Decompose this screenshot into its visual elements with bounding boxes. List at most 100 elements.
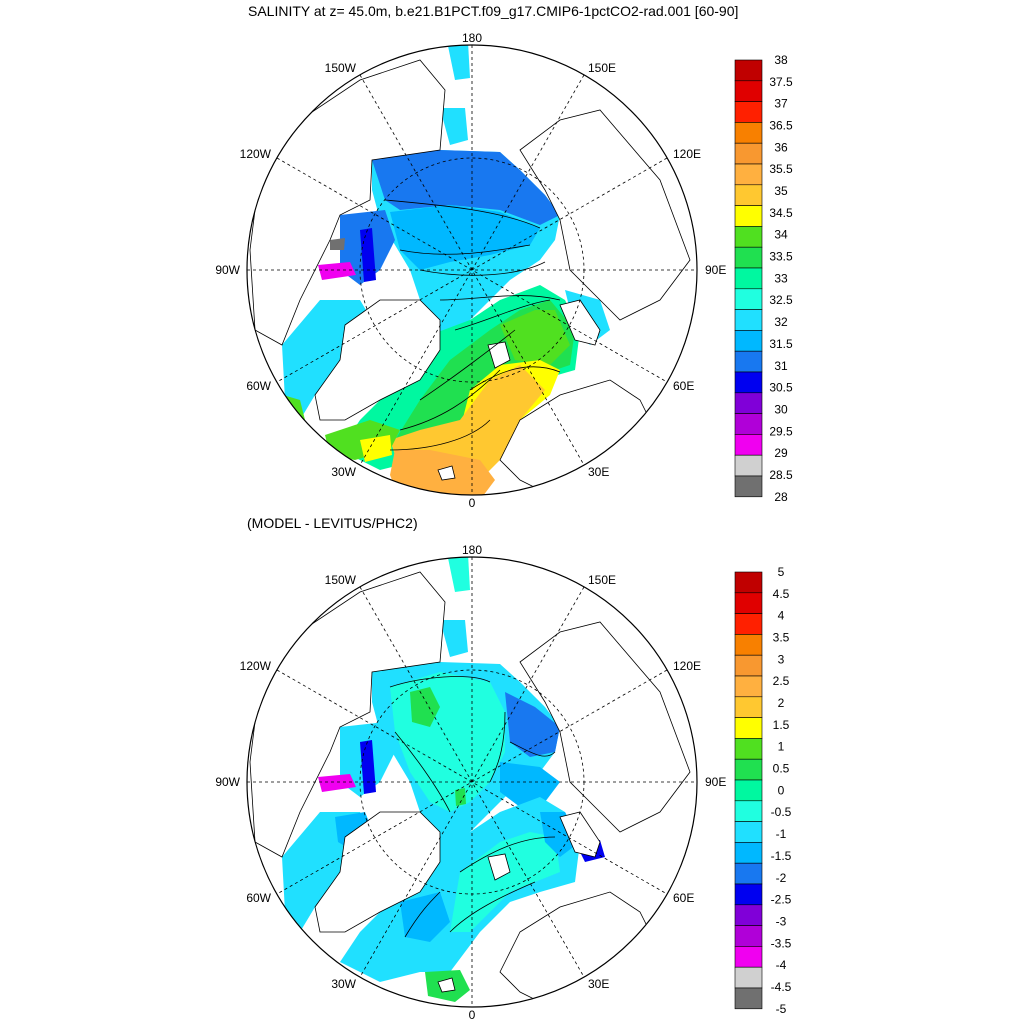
map-boundary [246, 44, 698, 496]
difference-colorbar-swatch [734, 842, 763, 864]
difference-colorbar-swatch [734, 946, 763, 968]
top-panel-title: SALINITY at z= 45.0m, b.e21.B1PCT.f09_g1… [248, 3, 739, 19]
diff-region-siberian-blue [500, 762, 560, 807]
difference-colorbar-swatch [734, 925, 763, 947]
graticule [247, 45, 697, 495]
salinity-colorbar-swatch [734, 226, 763, 248]
scandinavia-land-b [499, 891, 661, 1007]
map-boundary-b [246, 556, 698, 1008]
difference-colorbar-swatch [734, 654, 763, 677]
lon-label-30w-b: 30W [331, 977, 356, 991]
north-america-land-b [249, 571, 446, 858]
greenland-land [314, 299, 441, 421]
salinity-colorbar-swatch [734, 163, 763, 186]
diff-region-bering [448, 557, 470, 592]
difference-colorbar-tick-label: -4.5 [771, 980, 792, 994]
salinity-colorbar-tick-label: 34.5 [769, 206, 793, 220]
difference-colorbar: 5 4.5 4 3.5 3 2.5 2 1.5 1 0.5 0 -0.5 -1 -1.5 -2 -2.5 -3 -… [734, 565, 792, 1016]
difference-colorbar-swatch [734, 966, 763, 989]
difference-colorbar-tick-label: -0.5 [771, 805, 792, 819]
difference-colorbar-tick-label: -4 [776, 958, 787, 972]
diff-region-central-green [410, 687, 440, 727]
siberia-land [519, 109, 691, 321]
salinity-colorbar-tick-label: 32 [774, 315, 788, 329]
difference-colorbar-swatch [734, 779, 763, 802]
salinity-colorbar-swatch [734, 205, 763, 227]
difference-colorbar-swatch [734, 613, 763, 635]
difference-colorbar-swatch [734, 904, 763, 926]
salinity-colorbar-swatch [734, 184, 763, 206]
salinity-colorbar-tick-label: 36 [774, 140, 788, 154]
difference-colorbar-swatch [734, 634, 763, 656]
difference-colorbar-swatch [734, 738, 763, 760]
diff-region-small-green [455, 788, 466, 806]
salinity-colorbar-swatch [734, 392, 763, 414]
meridian-60w-120e-b [276, 669, 668, 895]
lon-label-120e: 120E [673, 147, 701, 161]
difference-colorbar-tick-label: 3 [778, 652, 785, 666]
lon-label-90w-b: 90W [215, 775, 240, 789]
salinity-colorbar-tick-label: 38 [774, 53, 788, 67]
salinity-colorbar-swatch [734, 122, 763, 144]
svalbard-land-b [487, 853, 511, 881]
salinity-colorbar-swatch [734, 309, 763, 331]
difference-colorbar-tick-label: -3 [776, 914, 787, 928]
diff-region-siberian-deep [505, 692, 560, 757]
lon-label-0-b: 0 [469, 1008, 476, 1022]
salinity-colorbar-swatch [734, 330, 763, 352]
lon-label-30e: 30E [588, 465, 609, 479]
difference-colorbar-tick-label: -1 [776, 827, 787, 841]
ocean-region-bering [448, 45, 470, 80]
svalbard-land [487, 341, 511, 369]
lon-label-120e-b: 120E [673, 659, 701, 673]
difference-colorbar-swatch [734, 675, 763, 698]
novaya-zemlya-land-b [559, 811, 601, 858]
ocean-region-gray [330, 238, 345, 250]
lon-label-0: 0 [469, 496, 476, 510]
difference-colorbar-tick-label: 1.5 [773, 718, 790, 732]
bottom-panel-title: (MODEL - LEVITUS/PHC2) [247, 515, 418, 531]
salinity-colorbar-tick-label: 35.5 [769, 162, 793, 176]
difference-colorbar-tick-label: 3.5 [773, 631, 790, 645]
ocean-region-barents [500, 310, 570, 365]
lon-label-30w: 30W [331, 465, 356, 479]
difference-colorbar-tick-label: 1 [778, 740, 785, 754]
lon-label-90w: 90W [215, 263, 240, 277]
difference-colorbar-swatch [734, 883, 763, 906]
lon-label-60e: 60E [673, 379, 694, 393]
diff-region-chukchi [440, 620, 468, 657]
iceland-land [437, 465, 456, 481]
difference-contours [389, 676, 556, 938]
ocean-region-beaufort [372, 150, 560, 225]
difference-field [249, 557, 691, 1007]
difference-colorbar-swatch [734, 800, 763, 822]
salinity-colorbar-swatch [734, 475, 763, 498]
lon-label-90e-b: 90E [705, 775, 726, 789]
lon-label-150e-b: 150E [588, 573, 616, 587]
lon-label-30e-b: 30E [588, 977, 609, 991]
lon-label-150e: 150E [588, 61, 616, 75]
lon-label-60e-b: 60E [673, 891, 694, 905]
lon-label-60w-b: 60W [246, 891, 271, 905]
difference-colorbar-tick-label: -1.5 [771, 849, 792, 863]
difference-colorbar-tick-label: -2.5 [771, 893, 792, 907]
diff-region-hudson [318, 774, 356, 792]
salinity-colorbar-swatch [734, 142, 763, 165]
lon-label-150w: 150W [325, 61, 357, 75]
salinity-colorbar-swatch [734, 454, 763, 477]
salinity-colorbar-tick-label: 33.5 [769, 250, 793, 264]
salinity-colorbar-tick-label: 32.5 [769, 293, 793, 307]
difference-colorbar-tick-label: 0 [778, 783, 785, 797]
salinity-colorbar-swatch [734, 80, 763, 102]
lon-label-90e: 90E [705, 263, 726, 277]
difference-colorbar-tick-label: -3.5 [771, 936, 792, 950]
salinity-colorbar-swatch [734, 246, 763, 269]
salinity-colorbar-swatch [734, 413, 763, 435]
salinity-colorbar-tick-label: 36.5 [769, 119, 793, 133]
difference-colorbar-swatch [734, 987, 763, 1010]
salinity-colorbar-tick-label: 28.5 [769, 468, 793, 482]
iceland-land-b [437, 977, 456, 993]
novaya-zemlya-land [559, 299, 601, 346]
lon-label-60w: 60W [246, 379, 271, 393]
diff-region-nordic-light [450, 832, 560, 932]
